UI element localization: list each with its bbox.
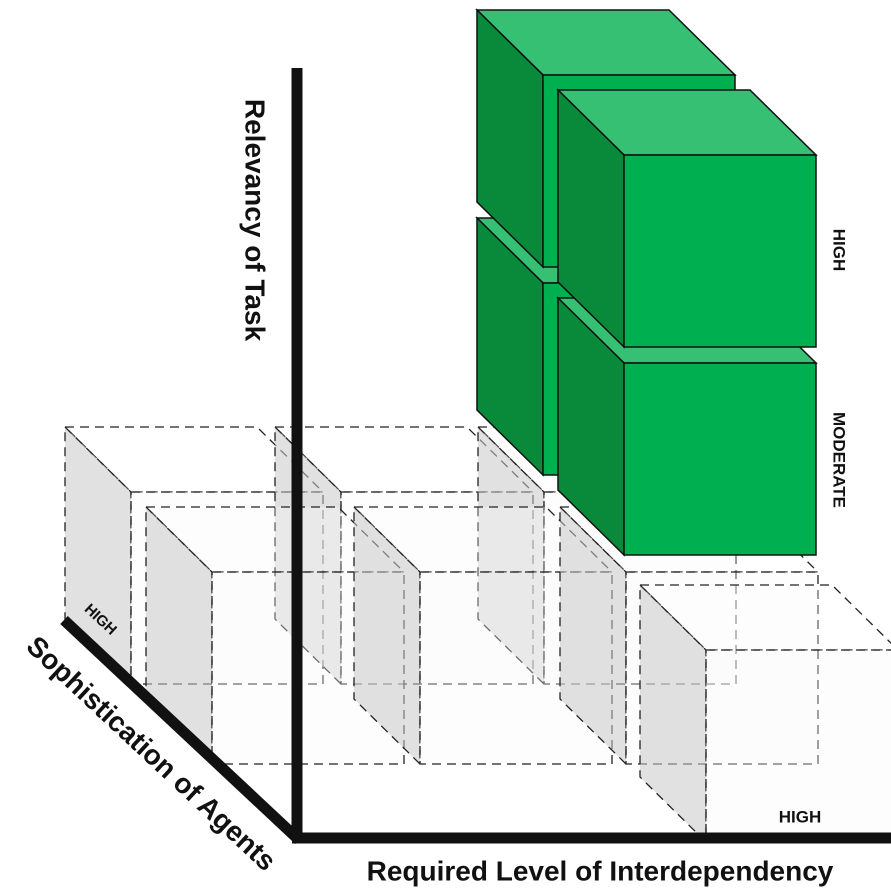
level-label: HIGH (830, 229, 849, 272)
cube-face (352, 506, 614, 573)
green-cubes (475, 8, 818, 557)
horizontal-axis-title: Required Level of Interdependency (367, 855, 834, 886)
cube-face (623, 362, 817, 556)
cube-face (559, 505, 627, 766)
cube-face (638, 584, 891, 651)
level-label: MODERATE (830, 412, 849, 508)
level-label: HIGH (779, 807, 822, 826)
cube-face (144, 506, 406, 573)
diagonal-axis (60, 615, 303, 845)
cube-face (623, 154, 817, 348)
cube-face (63, 426, 325, 493)
cube-face (477, 425, 545, 686)
cube-face (64, 425, 132, 686)
cube-face (705, 649, 891, 843)
cube-face (273, 426, 535, 493)
cube-face (639, 583, 707, 844)
cube-face (353, 505, 421, 766)
vertical-axis-title: Relevancy of Task (240, 99, 271, 342)
cube-face (145, 505, 213, 766)
